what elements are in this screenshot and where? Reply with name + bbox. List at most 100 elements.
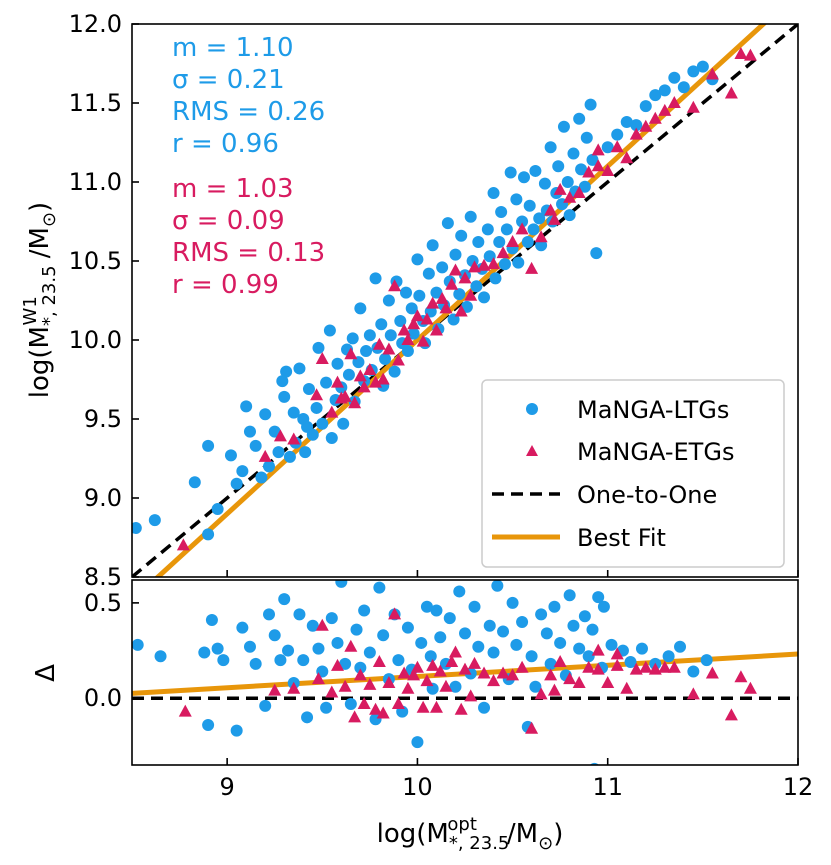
etg-stat-slope: m = 1.03 [172,174,294,204]
bottom-etg-point [658,660,672,673]
top-ltg-point [533,212,546,225]
bottom-ltg-point [478,701,491,714]
bottom-ltg-point [491,580,504,592]
top-ltg-point [436,261,449,274]
top-ltg-point [243,425,256,438]
top-ltg-point [342,368,355,381]
top-ltg-point [230,477,243,490]
top-ltg-point [354,302,367,315]
top-ltg-point [500,223,513,236]
bottom-etg-point [353,668,367,681]
bottom-etg-point [629,662,643,675]
top-ltg-point [394,315,407,328]
bottom-ltg-point [578,610,591,623]
bottom-ltg-point [548,600,561,613]
top-ltg-point [211,503,224,516]
bottom-etg-point [667,660,681,673]
bottom-ltg-point [540,627,553,640]
top-ltg-point [449,248,462,261]
top-etg-point [353,369,367,382]
top-ylabel-sun: ⊙ [39,212,60,227]
top-etg-point [369,375,383,388]
top-etg-point [376,372,390,385]
top-ltg-point [567,147,580,160]
bottom-x-tick-label: 12 [783,773,814,801]
bottom-ltg-point [198,646,211,659]
top-ltg-point [337,417,350,430]
bottom-ltg-point [312,642,325,655]
top-ltg-point [521,236,534,249]
ltg-stats: m = 1.10 σ = 0.21 RMS = 0.26 r = 0.96 [172,33,325,159]
top-etg-point [534,230,548,243]
bottom-etg-point [544,668,558,681]
top-y-tick-label: 9.0 [84,484,122,512]
bottom-etg-point [610,647,624,660]
top-ltg-point [470,280,483,293]
xlabel-post: /M [507,819,538,849]
top-ltg-point [611,128,624,141]
bottom-ltg-point [554,636,567,649]
bottom-ltg-point [268,629,281,642]
top-etg-point [610,140,624,153]
bottom-x-tick-label: 9 [220,773,235,801]
top-ltg-point [202,528,215,541]
bottom-ltg-point [301,711,314,724]
top-ltg-point [293,362,306,375]
top-etg-point [591,143,605,156]
bottom-etg-point [686,687,700,700]
bottom-ltg-point [497,625,510,638]
bottom-ltg-point [605,638,618,651]
top-ltg-point [649,89,662,102]
bottom-etg-point [458,662,472,675]
top-etg-point [458,271,472,284]
xlabel-sun: ⊙ [538,833,553,854]
top-ltg-point [455,229,468,242]
bottom-etg-point [344,639,358,652]
bottom-y-tick-label: 0.0 [84,684,122,712]
bottom-etg-point [477,666,491,679]
bottom-etg-point [734,670,748,683]
top-etg-point [435,291,449,304]
top-etg-point [705,67,719,80]
bottom-ltg-point [592,591,605,604]
bottom-etg-point [525,721,539,734]
top-y-tick-label: 8.5 [84,563,122,591]
top-y-tick-label: 12.0 [69,10,122,38]
bottom-ltg-point [354,661,367,674]
top-ltg-point [527,223,540,236]
bottom-ltg-point [443,612,456,625]
top-ltg-point [668,71,681,84]
bottom-ltg-point [525,650,538,663]
top-ylabel-pre: log(M [25,326,55,398]
bottom-etg-point [515,660,529,673]
top-etg-point [629,127,643,140]
bottom-ltg-point [624,656,637,669]
bottom-ltg-point [392,654,405,667]
bottom-etg-point [331,658,345,671]
top-ltg-point [563,209,576,222]
bottom-etg-point [563,672,577,685]
top-ltg-point [687,65,700,78]
top-etg-point [439,301,453,314]
top-ltg-point [346,332,359,345]
ltg-stat-slope: m = 1.10 [172,33,294,63]
bottom-ltg-point [635,642,648,655]
bottom-ltg-point [335,580,348,588]
top-etg-point [410,309,424,322]
bottom-ltg-point [320,701,333,714]
top-ltg-point [487,187,500,200]
top-ltg-point [590,247,603,260]
top-ltg-point [578,180,591,193]
bottom-etg-point [338,679,352,692]
bottom-etg-point [268,683,282,696]
top-y-tick-label: 9.5 [84,405,122,433]
top-ltg-point [517,171,530,184]
top-scatter-points [132,47,757,551]
top-etg-point [388,279,402,292]
bottom-etg-point [582,660,596,673]
top-fit-lines [132,24,798,577]
bottom-ltg-point [259,699,272,712]
top-ltg-point [280,365,293,378]
bottom-y-tick-label: 0.5 [84,589,122,617]
top-etg-point [553,182,567,195]
